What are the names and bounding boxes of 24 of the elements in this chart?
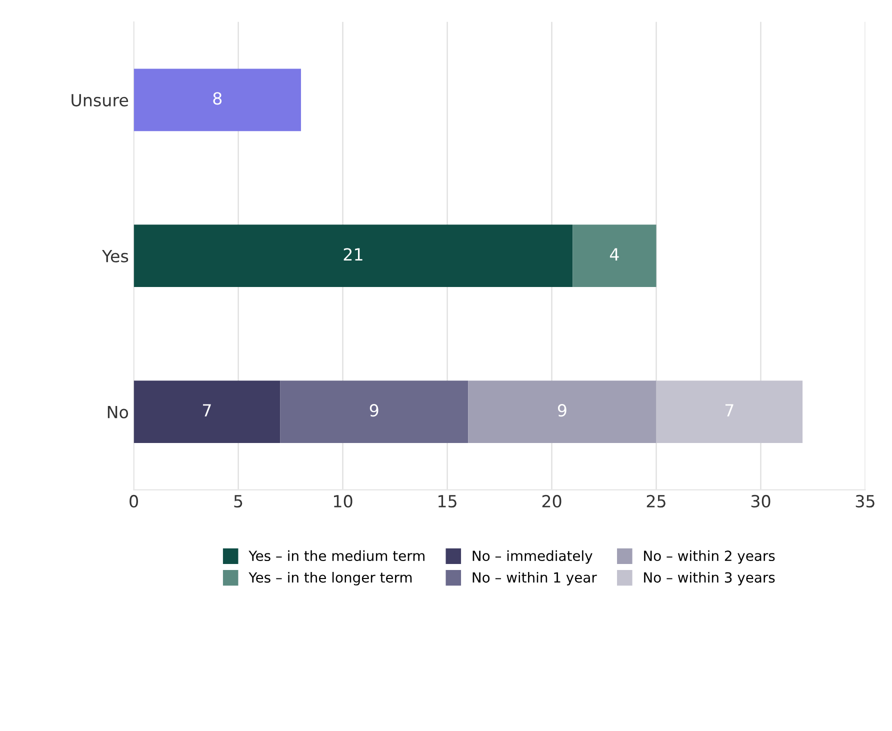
data-label: 9 [370, 404, 378, 417]
data-label: 7 [725, 404, 734, 416]
data-label: 4 [610, 248, 619, 260]
data-label: 9 [558, 404, 566, 417]
legend-label: Yes – in the longer term [248, 572, 412, 586]
legend-label: No – immediately [472, 550, 592, 564]
x-tick-label: 10 [334, 494, 352, 508]
legend-label: No – within 3 years [644, 572, 775, 586]
y-tick-label: Unsure [72, 94, 128, 106]
x-tick-label: 30 [751, 494, 770, 508]
data-label: 7 [203, 404, 211, 416]
x-tick-label: 0 [130, 494, 138, 508]
x-tick-label: 35 [856, 494, 874, 508]
legend-label: Yes – in the medium term [248, 550, 424, 562]
legend-label: No – within 1 year [472, 572, 597, 586]
x-tick-label: 5 [234, 495, 242, 508]
legend-label: No – within 2 years [644, 550, 775, 564]
x-tick-label: 20 [542, 494, 562, 508]
y-tick-label: Yes [102, 250, 128, 262]
x-tick-label: 25 [646, 494, 666, 508]
data-label: 21 [344, 248, 362, 260]
x-tick-label: 15 [438, 495, 456, 508]
data-label: 8 [213, 92, 222, 105]
y-tick-label: No [108, 406, 128, 418]
